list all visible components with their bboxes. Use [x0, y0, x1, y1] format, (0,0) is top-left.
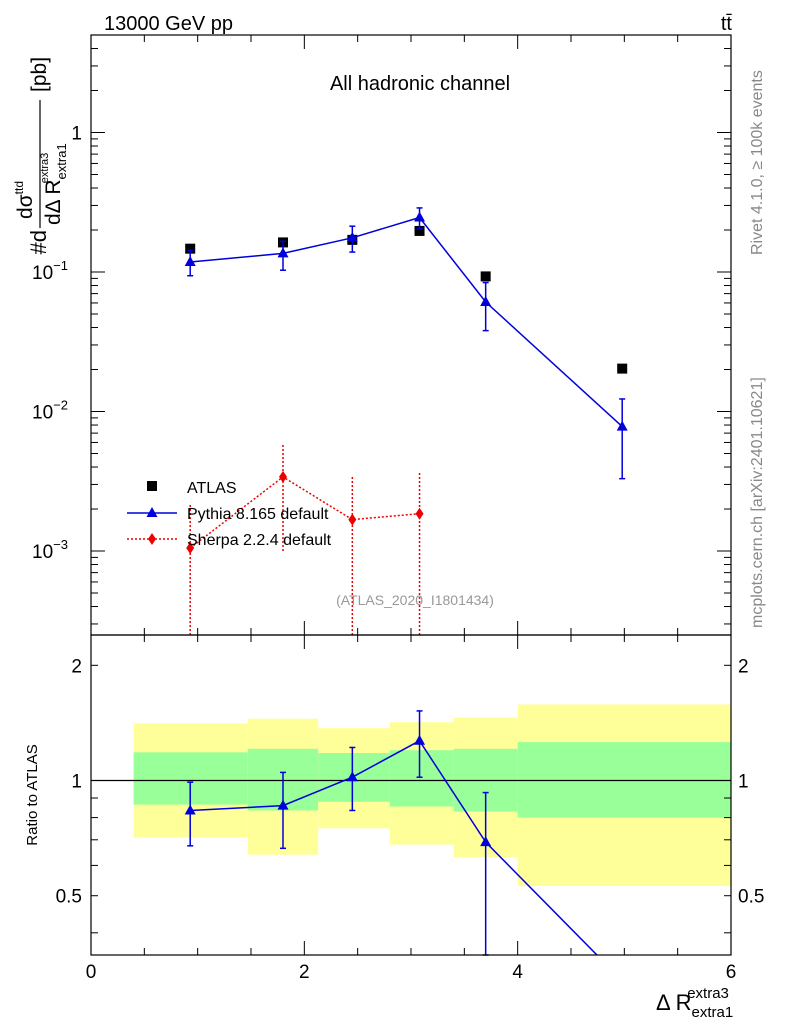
ratio-y-tick-label-right: 2 — [738, 656, 749, 677]
series-line-1 — [190, 216, 623, 428]
y-tick-label: 1 — [71, 124, 82, 145]
xlabel: Δ Rextra1extra3 — [656, 985, 733, 1021]
chart-title: All hadronic channel — [330, 73, 510, 95]
y-tick-label: 10−2 — [32, 398, 68, 424]
data-point-pythia — [616, 420, 628, 431]
y-tick-label: 10−1 — [32, 258, 68, 284]
ylabel-unit: [pb] — [28, 57, 51, 92]
process-label: tt̄ — [721, 13, 733, 35]
legend-sherpa-label: Sherpa 2.2.4 default — [187, 532, 332, 549]
data-point-atlas — [617, 363, 628, 374]
xlabel-text: Δ Rextra1extra3 — [656, 985, 733, 1021]
ratio-axes-box — [90, 634, 732, 956]
data-point-atlas — [185, 243, 196, 254]
main-series-layer — [184, 207, 628, 635]
data-point-atlas — [480, 271, 491, 282]
data-point-pythia — [414, 211, 426, 222]
x-tick-label: 2 — [299, 962, 310, 983]
x-tick-label: 0 — [86, 962, 97, 983]
ylabel-numerator: dσttd — [12, 181, 37, 219]
main-frame: 10−3 10−2 10−1 1 — [32, 34, 732, 636]
legend-pythia-marker — [146, 507, 158, 517]
y-tick-label: 10−3 — [32, 537, 68, 563]
ratio-y-tick-label: 2 — [71, 656, 82, 677]
x-tick-label: 6 — [726, 962, 737, 983]
legend-atlas-marker — [147, 481, 157, 491]
ratio-series-layer — [184, 710, 599, 956]
data-point-pythia — [277, 247, 289, 258]
ylabel-denominator: dΔ Rextra1extra3 — [39, 143, 69, 225]
legend-sherpa-marker — [148, 533, 156, 545]
data-point-sherpa — [415, 507, 424, 520]
ratio-data-point — [480, 836, 492, 847]
mcplots-source-label: mcplots.cern.ch [arXiv:2401.10621] — [749, 377, 766, 628]
data-point-pythia — [480, 295, 492, 306]
energy-label: 13000 GeV pp — [104, 13, 233, 35]
ratio-data-point — [414, 734, 426, 745]
data-point-atlas — [414, 225, 425, 236]
ratio-panel — [91, 704, 731, 887]
legend: ATLAS Pythia 8.165 default Sherpa 2.2.4 … — [127, 480, 332, 549]
ratio-data-point — [184, 804, 196, 815]
main-ylabel: #d dσttd dΔ Rextra1extra3 [pb] — [12, 57, 69, 255]
data-point-sherpa — [279, 470, 287, 483]
legend-atlas-label: ATLAS — [187, 480, 237, 497]
ratio-y-tick-label: 1 — [71, 772, 82, 793]
ylabel-prefix: #d — [26, 230, 51, 254]
ratio-frame: 0.5 0.5 1 1 2 2 0 2 4 6 — [56, 634, 764, 983]
data-point-sherpa — [348, 513, 357, 526]
ratio-y-tick-label: 0.5 — [56, 887, 82, 908]
analysis-watermark: (ATLAS_2020_I1801434) — [336, 592, 494, 608]
ratio-series-line — [190, 739, 599, 955]
x-tick-label: 4 — [512, 962, 523, 983]
legend-pythia-label: Pythia 8.165 default — [187, 506, 329, 523]
series-line-2 — [189, 475, 420, 549]
data-point-pythia — [184, 255, 196, 266]
ratio-ylabel: Ratio to ATLAS — [24, 744, 41, 845]
uncertainty-band-green — [389, 750, 454, 807]
ratio-data-point — [346, 771, 358, 782]
rivet-version-label: Rivet 4.1.0, ≥ 100k events — [749, 70, 766, 255]
data-point-sherpa — [186, 542, 195, 555]
ratio-data-point — [277, 799, 289, 810]
uncertainty-band-green — [517, 742, 731, 818]
ratio-y-tick-label-right: 0.5 — [738, 887, 764, 908]
data-point-pythia — [346, 231, 358, 242]
ratio-y-tick-label-right: 1 — [738, 772, 749, 793]
